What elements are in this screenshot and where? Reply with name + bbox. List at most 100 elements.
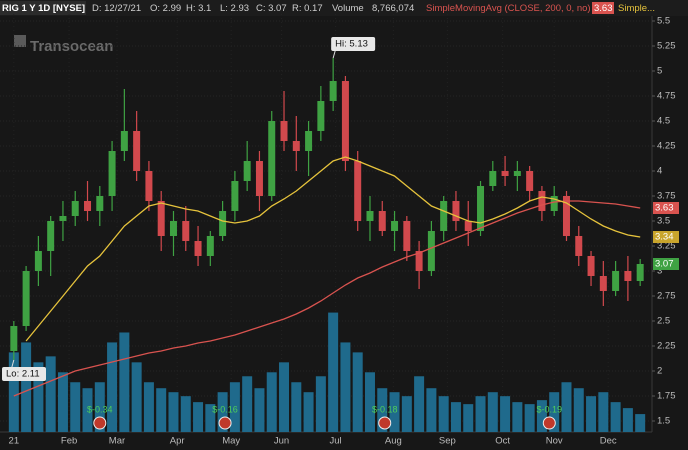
- x-tick-label: Feb: [61, 436, 77, 447]
- price-badge-label: 3.07: [655, 259, 674, 270]
- volume-bar: [57, 372, 68, 432]
- candle-body: [120, 131, 128, 151]
- volume-bar: [414, 376, 425, 432]
- candle-body: [292, 141, 300, 151]
- volume-bar: [598, 392, 609, 432]
- candle-body: [599, 276, 607, 291]
- legend-value: 3.63: [594, 3, 613, 14]
- price-badge: [653, 231, 679, 243]
- volume-bar: [512, 402, 523, 432]
- y-tick-label: 4.75: [657, 91, 676, 102]
- volume-bar: [352, 352, 363, 432]
- candle-body: [34, 251, 42, 271]
- volume-bar: [328, 312, 339, 432]
- candle-body: [59, 216, 67, 221]
- candle-body: [415, 251, 423, 271]
- y-tick-label: 3.5: [657, 216, 670, 227]
- volume-bar: [266, 372, 277, 432]
- volume-bar: [364, 372, 375, 432]
- x-tick-label: Oct: [495, 436, 510, 447]
- volume-bar: [107, 342, 118, 432]
- candle-body: [22, 271, 30, 326]
- candle-body: [329, 81, 337, 101]
- header-item: D: 12/27/21: [92, 3, 141, 14]
- header-item: RIG 1 Y 1D [NYSE]: [2, 3, 85, 14]
- volume-bar: [119, 332, 130, 432]
- y-tick-label: 5: [657, 66, 662, 77]
- candle-body: [182, 221, 190, 241]
- volume-bar: [487, 392, 498, 432]
- candle-body: [440, 201, 448, 231]
- candle-body: [526, 171, 534, 191]
- volume-bar: [610, 402, 621, 432]
- candle-body: [194, 241, 202, 256]
- volume-bar: [635, 414, 646, 432]
- candle-body: [366, 211, 374, 221]
- candle-body: [255, 161, 263, 196]
- volume-bar: [180, 396, 191, 432]
- volume-bar: [426, 388, 437, 432]
- volume-bar: [45, 356, 56, 432]
- volume-bar: [217, 392, 228, 432]
- y-tick-label: 3.25: [657, 241, 676, 252]
- volume-bar: [401, 396, 412, 432]
- y-tick-label: 4.5: [657, 116, 670, 127]
- volume-bar: [33, 362, 44, 432]
- volume-bar: [242, 376, 253, 432]
- volume-bar: [622, 408, 633, 432]
- event-label: $-0.34: [87, 404, 113, 414]
- y-tick-label: 1.5: [657, 416, 670, 427]
- volume-bar: [573, 388, 584, 432]
- event-label: $-0.16: [212, 404, 238, 414]
- candle-body: [403, 221, 411, 251]
- volume-bar: [475, 396, 486, 432]
- event-icon: [93, 416, 107, 430]
- candle-body: [96, 196, 104, 211]
- candle-body: [157, 201, 165, 236]
- y-tick-label: 2.25: [657, 341, 676, 352]
- volume-bar: [463, 404, 474, 432]
- volume-bar: [586, 396, 597, 432]
- candle-body: [71, 201, 79, 216]
- ticker-box: [0, 1, 86, 15]
- volume-bar: [70, 382, 81, 432]
- x-tick-label: May: [222, 436, 240, 447]
- volume-bar: [254, 388, 265, 432]
- volume-bar: [205, 404, 216, 432]
- event-icon: [378, 416, 392, 430]
- volume-bar: [549, 392, 560, 432]
- y-tick-label: 5.25: [657, 41, 676, 52]
- x-tick-label: Apr: [170, 436, 185, 447]
- volume-bar: [131, 362, 142, 432]
- candle-body: [562, 196, 570, 236]
- legend-value-box: [592, 2, 614, 14]
- volume-bar: [143, 382, 154, 432]
- volume-bar: [168, 392, 179, 432]
- x-tick-label: Aug: [385, 436, 402, 447]
- price-badge-label: 3.63: [655, 203, 674, 214]
- candle-body: [47, 221, 55, 251]
- y-tick-label: 4: [657, 166, 662, 177]
- y-tick-label: 3.75: [657, 191, 676, 202]
- volume-bar: [193, 402, 204, 432]
- candle-body: [550, 196, 558, 211]
- annotation-box: [2, 367, 46, 381]
- candle-body: [489, 171, 497, 186]
- x-tick-label: Jul: [330, 436, 342, 447]
- candle-body: [378, 211, 386, 231]
- y-tick-label: 2: [657, 366, 662, 377]
- y-tick-label: 2.5: [657, 316, 670, 327]
- candle-body: [587, 256, 595, 276]
- x-tick-label: Nov: [546, 436, 563, 447]
- volume-bar: [500, 396, 511, 432]
- candle-body: [206, 236, 214, 256]
- volume-bar: [291, 382, 302, 432]
- annotation-label: Hi: 5.13: [335, 39, 368, 50]
- logo: Transocean: [14, 35, 113, 55]
- candle-body: [452, 201, 460, 221]
- x-tick-label: Mar: [109, 436, 125, 447]
- volume-bar: [315, 376, 326, 432]
- candle-body: [280, 121, 288, 141]
- volume-bar: [450, 402, 461, 432]
